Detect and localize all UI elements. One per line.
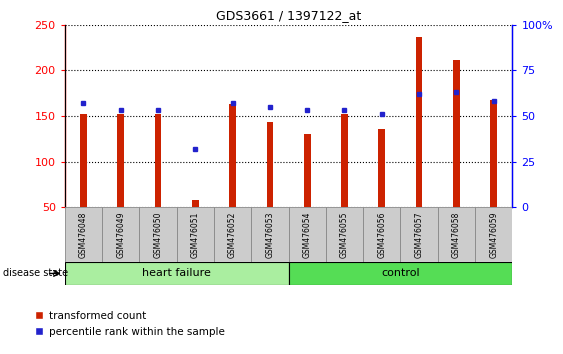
Bar (140, 207, 177, 262)
Text: GSM476058: GSM476058 (452, 211, 461, 258)
Bar (326, 207, 363, 262)
Bar (229, 104, 236, 207)
Bar (80, 114, 87, 207)
Text: GSM476049: GSM476049 (116, 211, 125, 258)
Bar (453, 60, 460, 207)
Title: GDS3661 / 1397122_at: GDS3661 / 1397122_at (216, 9, 361, 22)
Bar (214, 207, 251, 262)
Bar (65, 262, 289, 285)
Text: heart failure: heart failure (142, 268, 211, 279)
Text: disease state: disease state (3, 268, 68, 278)
Text: GSM476048: GSM476048 (79, 211, 88, 258)
Bar (289, 207, 326, 262)
Bar (102, 207, 140, 262)
Bar (177, 207, 214, 262)
Bar (155, 114, 162, 207)
Bar (438, 207, 475, 262)
Bar (65, 207, 102, 262)
Text: GSM476053: GSM476053 (265, 211, 274, 258)
Text: GSM476051: GSM476051 (191, 211, 200, 258)
Text: GSM476054: GSM476054 (303, 211, 312, 258)
Bar (192, 200, 199, 207)
Bar (400, 207, 438, 262)
Bar (363, 207, 400, 262)
Legend: transformed count, percentile rank within the sample: transformed count, percentile rank withi… (33, 311, 225, 337)
Text: GSM476059: GSM476059 (489, 211, 498, 258)
Bar (490, 99, 497, 207)
Bar (251, 207, 288, 262)
Bar (475, 207, 512, 262)
Bar (415, 36, 422, 207)
Bar (289, 262, 512, 285)
Bar (378, 129, 385, 207)
Text: GSM476056: GSM476056 (377, 211, 386, 258)
Text: control: control (381, 268, 420, 279)
Text: GSM476055: GSM476055 (340, 211, 349, 258)
Text: GSM476050: GSM476050 (154, 211, 163, 258)
Bar (341, 114, 348, 207)
Text: GSM476057: GSM476057 (414, 211, 423, 258)
Bar (117, 114, 124, 207)
Bar (266, 122, 273, 207)
Bar (304, 134, 311, 207)
Text: GSM476052: GSM476052 (228, 211, 237, 258)
